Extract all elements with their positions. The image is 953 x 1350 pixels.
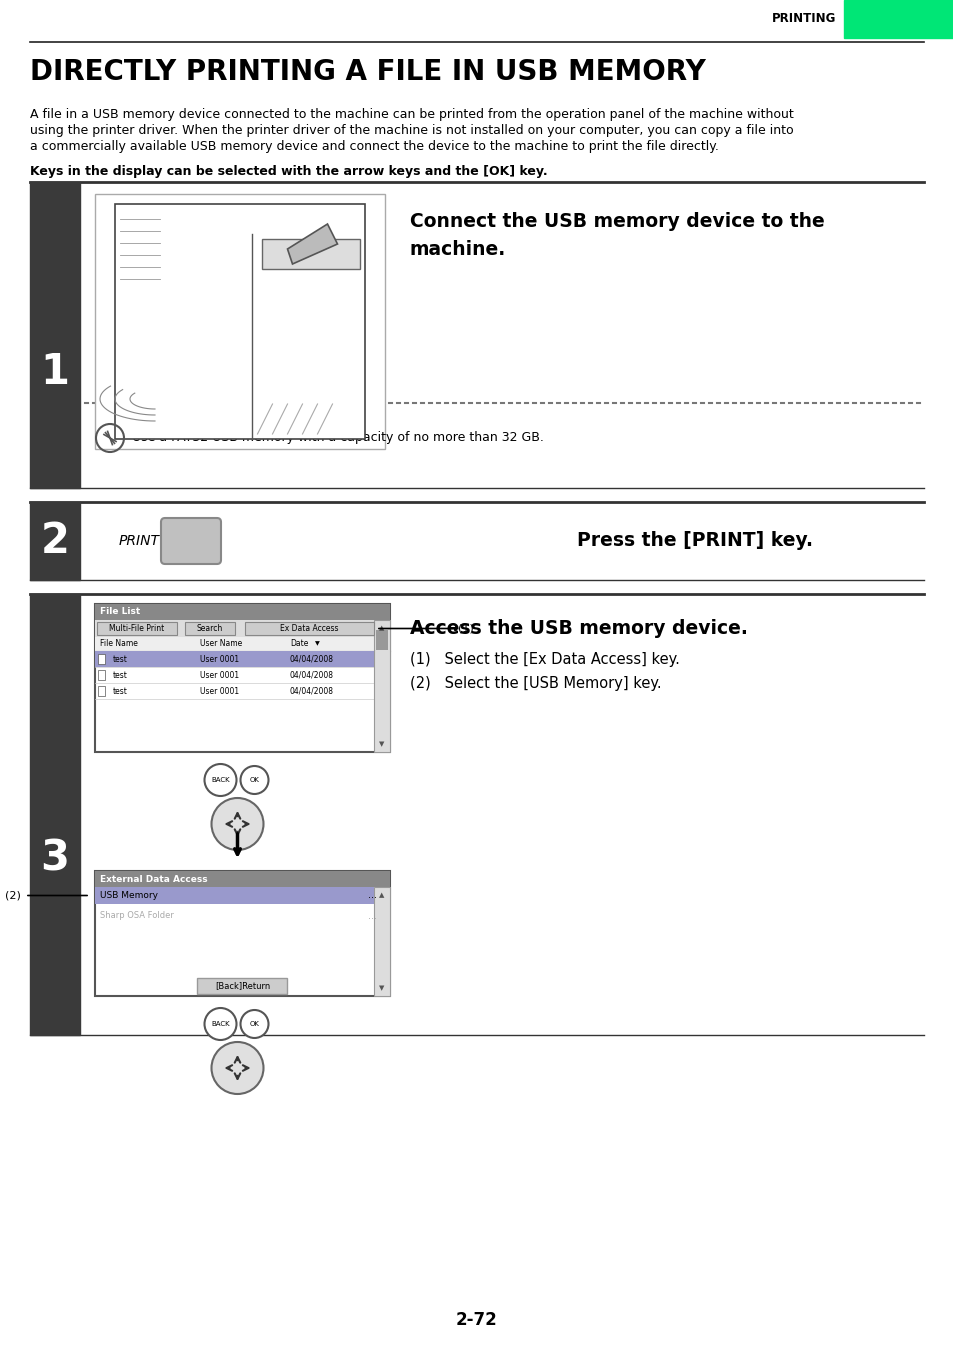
Text: (1)   Select the [Ex Data Access] key.: (1) Select the [Ex Data Access] key. bbox=[410, 652, 679, 667]
Text: ...: ... bbox=[368, 911, 376, 921]
Text: (2): (2) bbox=[5, 891, 21, 900]
Text: ▲: ▲ bbox=[379, 625, 384, 630]
Text: ▲: ▲ bbox=[379, 892, 384, 898]
Text: A file in a USB memory device connected to the machine can be printed from the o: A file in a USB memory device connected … bbox=[30, 108, 793, 122]
Text: (2)   Select the [USB Memory] key.: (2) Select the [USB Memory] key. bbox=[410, 676, 661, 691]
Bar bbox=[95, 871, 390, 887]
Text: Date: Date bbox=[290, 640, 308, 648]
Text: OK: OK bbox=[250, 1021, 259, 1027]
Bar bbox=[30, 594, 80, 1035]
Text: OK: OK bbox=[250, 778, 259, 783]
Bar bbox=[95, 603, 390, 752]
Bar bbox=[98, 653, 105, 664]
Text: File Name: File Name bbox=[100, 640, 138, 648]
Bar bbox=[374, 620, 390, 752]
Circle shape bbox=[240, 1010, 268, 1038]
Text: USB Memory: USB Memory bbox=[100, 891, 158, 900]
Bar bbox=[95, 887, 374, 905]
Bar bbox=[97, 622, 177, 634]
Text: Sharp OSA Folder: Sharp OSA Folder bbox=[100, 911, 173, 921]
Text: ▼: ▼ bbox=[379, 986, 384, 991]
Bar bbox=[374, 887, 390, 996]
Bar bbox=[375, 630, 388, 649]
Text: test: test bbox=[112, 655, 128, 663]
Bar bbox=[115, 204, 365, 439]
Text: User 0001: User 0001 bbox=[200, 655, 239, 663]
Text: Press the [PRINT] key.: Press the [PRINT] key. bbox=[577, 532, 812, 551]
Text: BACK: BACK bbox=[211, 1021, 230, 1027]
Text: User 0001: User 0001 bbox=[200, 671, 239, 679]
Text: User 0001: User 0001 bbox=[200, 687, 239, 695]
Polygon shape bbox=[287, 224, 337, 265]
Text: ...: ... bbox=[368, 891, 376, 900]
Circle shape bbox=[204, 1008, 236, 1040]
Bar bbox=[98, 686, 105, 697]
Bar bbox=[95, 620, 390, 637]
Circle shape bbox=[212, 798, 263, 850]
Text: BACK: BACK bbox=[211, 778, 230, 783]
Text: Ex Data Access: Ex Data Access bbox=[280, 624, 338, 633]
Bar bbox=[95, 871, 390, 996]
Text: ▼: ▼ bbox=[379, 741, 384, 747]
Text: PRINT: PRINT bbox=[119, 535, 160, 548]
Circle shape bbox=[204, 764, 236, 796]
Text: PRINTING: PRINTING bbox=[771, 12, 835, 26]
Text: External Data Access: External Data Access bbox=[100, 875, 208, 883]
Bar bbox=[843, 0, 953, 38]
Bar bbox=[95, 603, 390, 620]
Bar bbox=[95, 194, 385, 450]
Text: Use a FAT32 USB memory with a capacity of no more than 32 GB.: Use a FAT32 USB memory with a capacity o… bbox=[132, 432, 543, 444]
Text: a commercially available USB memory device and connect the device to the machine: a commercially available USB memory devi… bbox=[30, 140, 719, 153]
Text: 04/04/2008: 04/04/2008 bbox=[290, 655, 334, 663]
Bar bbox=[95, 637, 374, 651]
Text: Multi-File Print: Multi-File Print bbox=[110, 624, 165, 633]
Text: 04/04/2008: 04/04/2008 bbox=[290, 671, 334, 679]
Text: 2: 2 bbox=[41, 520, 70, 562]
Text: test: test bbox=[112, 671, 128, 679]
Bar bbox=[197, 977, 287, 994]
Text: Keys in the display can be selected with the arrow keys and the [OK] key.: Keys in the display can be selected with… bbox=[30, 165, 547, 178]
Bar bbox=[30, 182, 80, 487]
Text: [Back]Return: [Back]Return bbox=[214, 981, 270, 991]
Circle shape bbox=[212, 1042, 263, 1094]
Bar bbox=[185, 622, 234, 634]
Text: 1: 1 bbox=[40, 351, 70, 393]
Text: ▼: ▼ bbox=[313, 641, 319, 647]
Text: File List: File List bbox=[100, 608, 140, 617]
Bar bbox=[95, 651, 374, 667]
Circle shape bbox=[240, 765, 268, 794]
Bar bbox=[245, 622, 374, 634]
Text: Access the USB memory device.: Access the USB memory device. bbox=[410, 620, 747, 639]
Text: (1): (1) bbox=[457, 624, 474, 633]
Text: test: test bbox=[112, 687, 128, 695]
Text: DIRECTLY PRINTING A FILE IN USB MEMORY: DIRECTLY PRINTING A FILE IN USB MEMORY bbox=[30, 58, 705, 86]
Bar bbox=[262, 239, 359, 269]
Text: Connect the USB memory device to the: Connect the USB memory device to the bbox=[410, 212, 824, 231]
Bar bbox=[98, 670, 105, 680]
Bar bbox=[30, 502, 80, 580]
Text: User Name: User Name bbox=[200, 640, 242, 648]
Text: Search: Search bbox=[196, 624, 223, 633]
Text: 2-72: 2-72 bbox=[456, 1311, 497, 1328]
Text: 3: 3 bbox=[40, 837, 70, 880]
Text: using the printer driver. When the printer driver of the machine is not installe: using the printer driver. When the print… bbox=[30, 124, 793, 136]
Text: 04/04/2008: 04/04/2008 bbox=[290, 687, 334, 695]
FancyBboxPatch shape bbox=[161, 518, 221, 564]
Text: machine.: machine. bbox=[410, 240, 506, 259]
